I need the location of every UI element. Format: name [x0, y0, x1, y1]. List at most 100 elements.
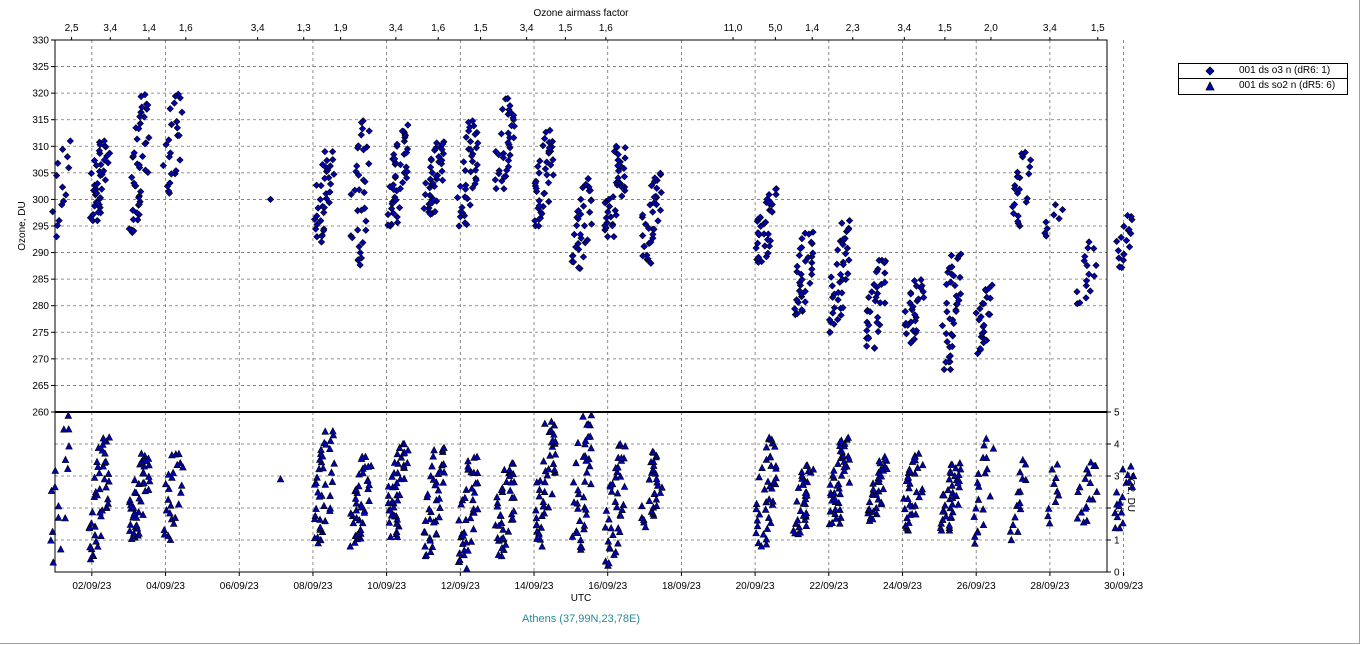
so2-point: [550, 465, 559, 473]
o3-point: [609, 193, 617, 201]
legend-entry-so2: 001 ds so2 n (dR5: 6): [1179, 78, 1347, 93]
o3-point: [545, 197, 553, 206]
o3-point: [942, 330, 950, 338]
airmass-tick-label: 1,9: [334, 23, 348, 34]
so2-point: [429, 452, 438, 460]
o3-point: [362, 226, 370, 234]
so2-point: [649, 457, 658, 465]
o3-point: [608, 222, 617, 230]
so2-point: [97, 512, 105, 520]
o3-point: [65, 164, 73, 172]
so2-point: [652, 495, 661, 503]
o3-point: [55, 216, 63, 225]
o3-point: [62, 191, 70, 199]
o3-point: [1076, 299, 1084, 307]
legend-label-o3: 001 ds o3 n (dR6: 1): [1239, 65, 1331, 76]
so2-point: [759, 530, 768, 538]
o3-point: [402, 174, 411, 182]
date-tick-label: 22/09/23: [809, 581, 848, 592]
o3-point: [472, 176, 480, 184]
so2-point: [543, 471, 552, 479]
o3-point: [601, 199, 609, 207]
so2-point: [388, 472, 396, 480]
so2-point: [533, 534, 541, 542]
o3-point: [1118, 263, 1126, 272]
so2-point: [497, 485, 506, 493]
so2-point: [938, 507, 947, 515]
so2-point: [164, 495, 172, 503]
o3-point: [313, 220, 321, 229]
airmass-tick-label: 3,4: [389, 23, 403, 34]
o3-point: [642, 220, 650, 228]
so2-point: [649, 465, 657, 473]
so2-point: [507, 478, 516, 486]
o3-point: [798, 243, 806, 252]
o3-point: [499, 149, 508, 158]
airmass-tick-label: 1,4: [142, 23, 156, 34]
so2-point: [100, 474, 109, 483]
so2-point: [587, 479, 595, 488]
so2-point: [505, 465, 514, 473]
so2-point: [326, 436, 335, 444]
o3-point: [649, 230, 657, 239]
so2-point: [1007, 535, 1016, 544]
o3-point: [535, 197, 543, 205]
o3-point: [956, 273, 964, 282]
date-tick-label: 10/09/23: [367, 581, 406, 592]
o3-point: [843, 244, 851, 252]
o3-point: [955, 296, 963, 305]
so2-point: [836, 489, 844, 498]
so2-point: [576, 535, 585, 544]
so2-point: [837, 513, 845, 521]
so2-point: [426, 536, 435, 544]
o3-point: [617, 182, 625, 191]
o3-point: [435, 153, 443, 161]
o3-point: [838, 289, 846, 297]
so2-point: [638, 513, 646, 522]
so2-point: [1074, 487, 1082, 495]
so2-point: [494, 550, 503, 558]
o3-point: [461, 193, 469, 201]
so2-point: [327, 468, 336, 476]
so2-point: [954, 470, 963, 478]
o3-point: [389, 209, 398, 217]
o3-point: [545, 144, 553, 152]
o3-point: [159, 161, 167, 170]
so2-point: [579, 452, 588, 460]
airmass-tick-label: 1,6: [179, 23, 193, 34]
so2-tick-label: 1: [1114, 536, 1120, 547]
so2-point: [311, 511, 320, 520]
so2-tick-label: 3: [1114, 472, 1120, 483]
so2-point: [605, 515, 613, 523]
so2-point: [904, 472, 912, 480]
so2-point: [649, 461, 658, 469]
so2-point: [493, 502, 502, 510]
o3-point: [547, 161, 555, 169]
so2-point: [605, 559, 613, 567]
so2-point: [427, 471, 435, 480]
o3-point: [1009, 209, 1018, 218]
so2-point: [974, 469, 983, 477]
o3-point: [640, 242, 648, 250]
o3-point: [977, 313, 985, 321]
date-tick-label: 02/09/23: [72, 581, 111, 592]
so2-point: [755, 510, 764, 518]
so2-point: [1077, 508, 1086, 516]
so2-point: [764, 477, 772, 485]
o3-point: [752, 244, 760, 252]
so2-point: [764, 513, 773, 521]
o3-point: [167, 170, 175, 178]
airmass-tick-label: 3,4: [897, 23, 911, 34]
so2-point: [139, 468, 148, 476]
o3-point: [393, 140, 401, 148]
so2-point: [1048, 465, 1056, 473]
so2-point: [504, 527, 513, 535]
o3-point: [137, 108, 145, 117]
o3-point: [429, 195, 437, 203]
so2-point: [648, 447, 657, 455]
so2-point: [329, 427, 337, 435]
o3-point: [650, 193, 658, 201]
ozone-tick-label: 305: [32, 168, 49, 179]
so2-point: [532, 520, 541, 529]
o3-point: [100, 167, 108, 175]
